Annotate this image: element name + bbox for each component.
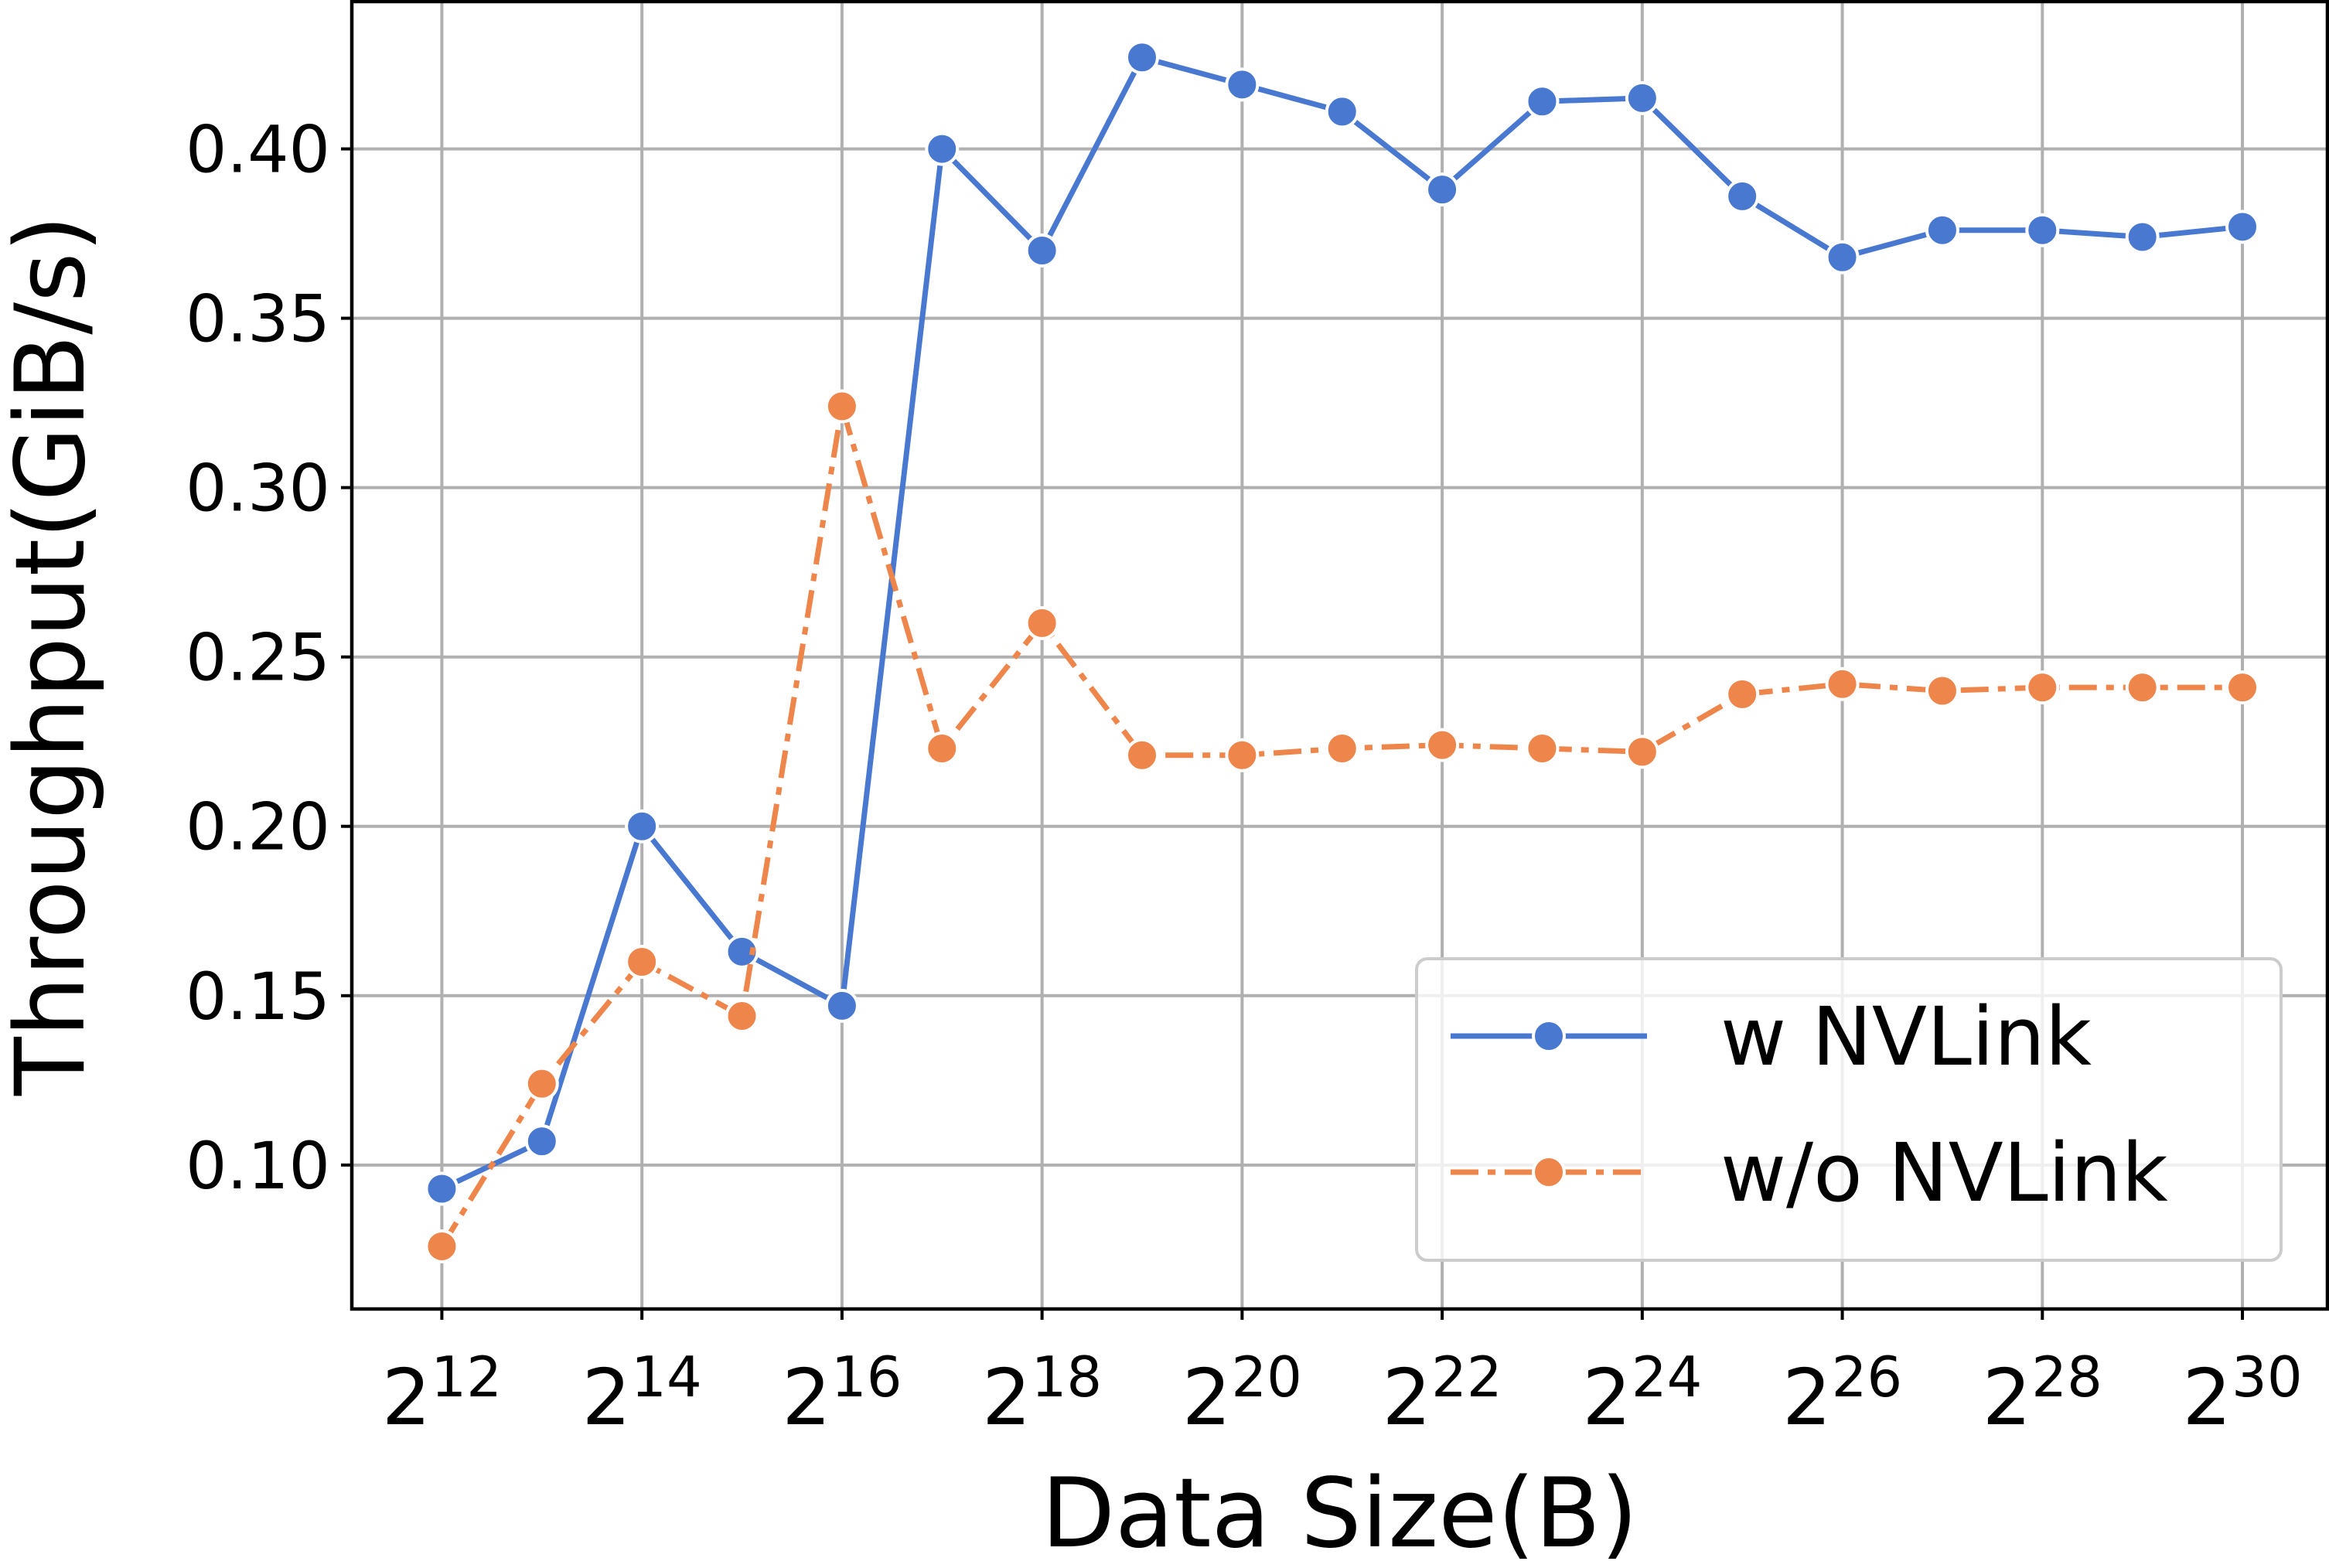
- data-point: [1625, 80, 1659, 115]
- legend: w NVLink w/o NVLink: [1415, 957, 2283, 1262]
- data-point: [925, 131, 960, 166]
- x-tick-label: 220: [1182, 1345, 1302, 1443]
- x-tick-label: 230: [2182, 1345, 2302, 1443]
- series-2: [425, 389, 2260, 1263]
- y-tick-label: 0.20: [186, 789, 330, 865]
- data-point: [524, 1124, 559, 1159]
- data-point: [1025, 233, 1059, 268]
- data-point: [2225, 210, 2260, 244]
- x-tick-labels: 212 214 216 218 220 222 224 226 228 230: [382, 1345, 2303, 1443]
- data-point: [625, 809, 660, 844]
- data-point: [1525, 731, 1560, 765]
- data-point: [1425, 172, 1460, 207]
- data-point: [1325, 731, 1359, 765]
- data-point: [1825, 666, 1860, 701]
- data-point: [524, 1066, 559, 1101]
- data-point: [2025, 670, 2060, 705]
- data-point: [725, 934, 759, 969]
- data-point: [425, 1171, 459, 1206]
- tick-marks: [341, 147, 2245, 1320]
- data-point: [425, 1229, 459, 1263]
- data-point: [1925, 213, 1959, 247]
- legend-label: w NVLink: [1720, 990, 2092, 1084]
- data-point: [2125, 670, 2160, 705]
- data-point: [1625, 735, 1659, 769]
- data-point: [824, 389, 859, 424]
- data-point: [2025, 213, 2060, 247]
- data-point: [925, 731, 960, 765]
- data-point: [1925, 673, 1959, 708]
- data-point: [1525, 84, 1560, 119]
- data-point: [2225, 670, 2260, 705]
- data-point: [1725, 677, 1760, 711]
- data-point: [1225, 67, 1260, 102]
- x-tick-label: 216: [782, 1345, 902, 1443]
- data-point: [1325, 94, 1359, 129]
- x-tick-label: 214: [582, 1345, 702, 1443]
- data-point: [1225, 738, 1260, 772]
- data-point: [1125, 738, 1159, 772]
- series-layer: [425, 40, 2260, 1263]
- y-axis-label: Throughput(GiB/s): [0, 215, 107, 1096]
- data-point: [824, 988, 859, 1023]
- series-1: [425, 40, 2260, 1206]
- data-point: [1025, 605, 1059, 640]
- data-point: [1125, 40, 1159, 75]
- y-tick-label: 0.25: [186, 620, 330, 696]
- data-point: [1425, 728, 1460, 762]
- data-point: [2125, 220, 2160, 254]
- y-tick-label: 0.35: [186, 281, 330, 357]
- y-tick-label: 0.40: [186, 112, 330, 188]
- y-tick-label: 0.10: [186, 1128, 330, 1204]
- legend-marker: [1532, 1155, 1566, 1189]
- x-tick-label: 224: [1582, 1345, 1702, 1443]
- x-tick-label: 226: [1782, 1345, 1902, 1443]
- x-tick-label: 218: [982, 1345, 1102, 1443]
- y-tick-label: 0.15: [186, 959, 330, 1035]
- legend-label: w/o NVLink: [1720, 1126, 2168, 1220]
- y-tick-labels: 0.10 0.15 0.20 0.25 0.30 0.35 0.40: [186, 112, 330, 1204]
- data-point: [1725, 179, 1760, 213]
- data-point: [625, 944, 660, 979]
- data-point: [1825, 240, 1860, 274]
- data-point: [725, 999, 759, 1034]
- legend-item: w NVLink: [1451, 990, 2092, 1084]
- x-tick-label: 212: [382, 1345, 502, 1443]
- x-axis-label: Data Size(B): [1042, 1458, 1638, 1568]
- y-tick-label: 0.30: [186, 451, 330, 527]
- x-tick-label: 228: [1983, 1345, 2102, 1443]
- legend-item: w/o NVLink: [1451, 1126, 2168, 1220]
- plot-area-frame: [350, 0, 2329, 1311]
- legend-marker: [1532, 1019, 1566, 1053]
- x-tick-label: 222: [1382, 1345, 1502, 1443]
